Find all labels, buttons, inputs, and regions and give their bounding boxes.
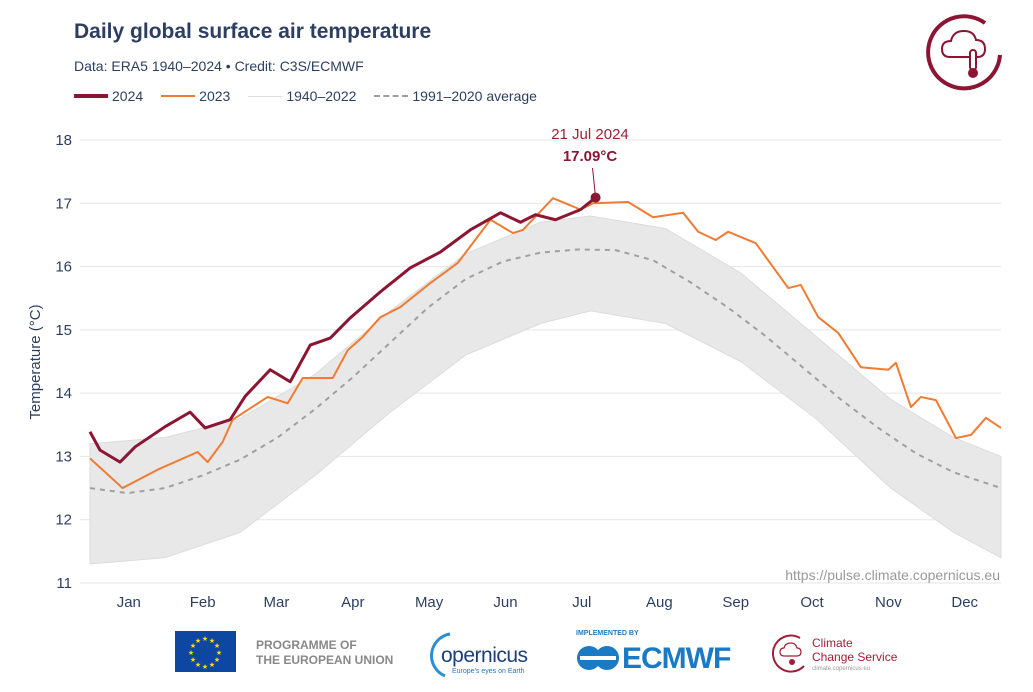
legend-label: 2024	[112, 88, 144, 104]
x-tick-label: Mar	[264, 594, 290, 611]
svg-text:★: ★	[195, 661, 201, 669]
legend-label: 1940–2022	[286, 88, 357, 104]
eu-flag-icon: ★ ★ ★ ★ ★ ★ ★ ★ ★ ★ ★ ★	[175, 631, 236, 672]
legend-label: 2023	[199, 88, 231, 104]
footer-logos: ★ ★ ★ ★ ★ ★ ★ ★ ★ ★ ★ ★ PROGRAMME OF THE EUROPEAN U…	[0, 626, 1033, 686]
y-tick-label: 13	[55, 448, 72, 465]
copernicus-tagline: Europe's eyes on Earth	[452, 668, 525, 675]
x-tick-label: Jun	[493, 594, 517, 611]
legend-label: 1991–2020 average	[412, 88, 537, 104]
annotation-value: 17.09°C	[563, 148, 618, 165]
legend-item-2023: 2023	[161, 88, 230, 104]
series-line-1991-2020-average	[89, 248, 1002, 495]
copernicus-arc-icon	[430, 632, 451, 678]
y-tick-label: 18	[55, 132, 72, 149]
c3s-name: Climate Change Service	[812, 636, 897, 664]
x-tick-label: Nov	[875, 594, 902, 611]
line-chart: 11 12 13 14 15 16 17 18 Jan Feb Mar Apr May Jun Jul Aug…	[27, 14, 1002, 611]
x-tick-label: Sep	[722, 594, 749, 611]
eu-line2: THE EUROPEAN UNION	[256, 653, 394, 667]
c3s-url: climate.copernicus.eu	[812, 666, 871, 672]
y-tick-label: 11	[56, 575, 72, 592]
svg-text:★: ★	[190, 642, 196, 650]
x-tick-label: Jan	[117, 594, 141, 611]
range-1940-2022-band	[89, 215, 1002, 565]
ecmwf-wave-icon	[577, 646, 619, 670]
y-tick-label: 15	[55, 322, 72, 339]
svg-text:★: ★	[209, 661, 215, 669]
x-tick-label: Apr	[341, 594, 364, 611]
y-axis-label: Temperature (°C)	[27, 304, 44, 419]
x-tick-label: May	[415, 594, 444, 611]
annotation-date: 21 Jul 2024	[551, 126, 629, 143]
copernicus-logo: opernicus	[441, 644, 528, 667]
x-tick-label: Aug	[646, 594, 673, 611]
y-tick-label: 14	[55, 385, 72, 402]
x-tick-label: Feb	[190, 594, 216, 611]
y-tick-label: 17	[55, 195, 72, 212]
x-tick-label: Jul	[572, 594, 591, 611]
c3s-logo-icon	[926, 14, 1002, 91]
legend-item-average: 1991–2020 average	[374, 88, 537, 104]
x-tick-label: Dec	[951, 594, 978, 611]
ecmwf-logo: ECMWF	[622, 642, 731, 675]
c3s-small-logo-icon	[771, 634, 805, 673]
y-tick-label: 16	[55, 259, 72, 276]
legend-item-1940-2022: 1940–2022	[248, 88, 356, 104]
y-tick-label: 12	[55, 512, 72, 529]
svg-text:★: ★	[214, 656, 220, 664]
legend-item-2024: 2024	[74, 88, 143, 104]
chart-title: Daily global surface air temperature	[74, 20, 432, 43]
x-tick-label: Oct	[800, 594, 824, 611]
svg-text:★: ★	[188, 649, 194, 657]
eu-line1: PROGRAMME OF	[256, 638, 357, 652]
chart-subtitle: Data: ERA5 1940–2024 • Credit: C3S/ECMWF	[74, 58, 364, 74]
svg-text:★: ★	[209, 637, 215, 645]
legend: 2024 2023 1940–2022 1991–2020 average	[74, 88, 547, 104]
c3s-line1: Climate	[812, 636, 853, 650]
svg-text:★: ★	[214, 642, 220, 650]
svg-text:★: ★	[202, 635, 208, 643]
annotation-marker	[590, 192, 601, 203]
svg-text:★: ★	[195, 637, 201, 645]
source-url: https://pulse.climate.copernicus.eu	[785, 567, 1000, 583]
svg-text:★: ★	[190, 656, 196, 664]
ecmwf-implemented: IMPLEMENTED BY	[576, 630, 639, 637]
svg-text:★: ★	[216, 649, 222, 657]
eu-programme-text: PROGRAMME OF THE EUROPEAN UNION	[256, 638, 393, 668]
c3s-line2: Change Service	[812, 650, 898, 664]
series-line-2024	[88, 196, 597, 464]
svg-text:★: ★	[202, 663, 208, 671]
